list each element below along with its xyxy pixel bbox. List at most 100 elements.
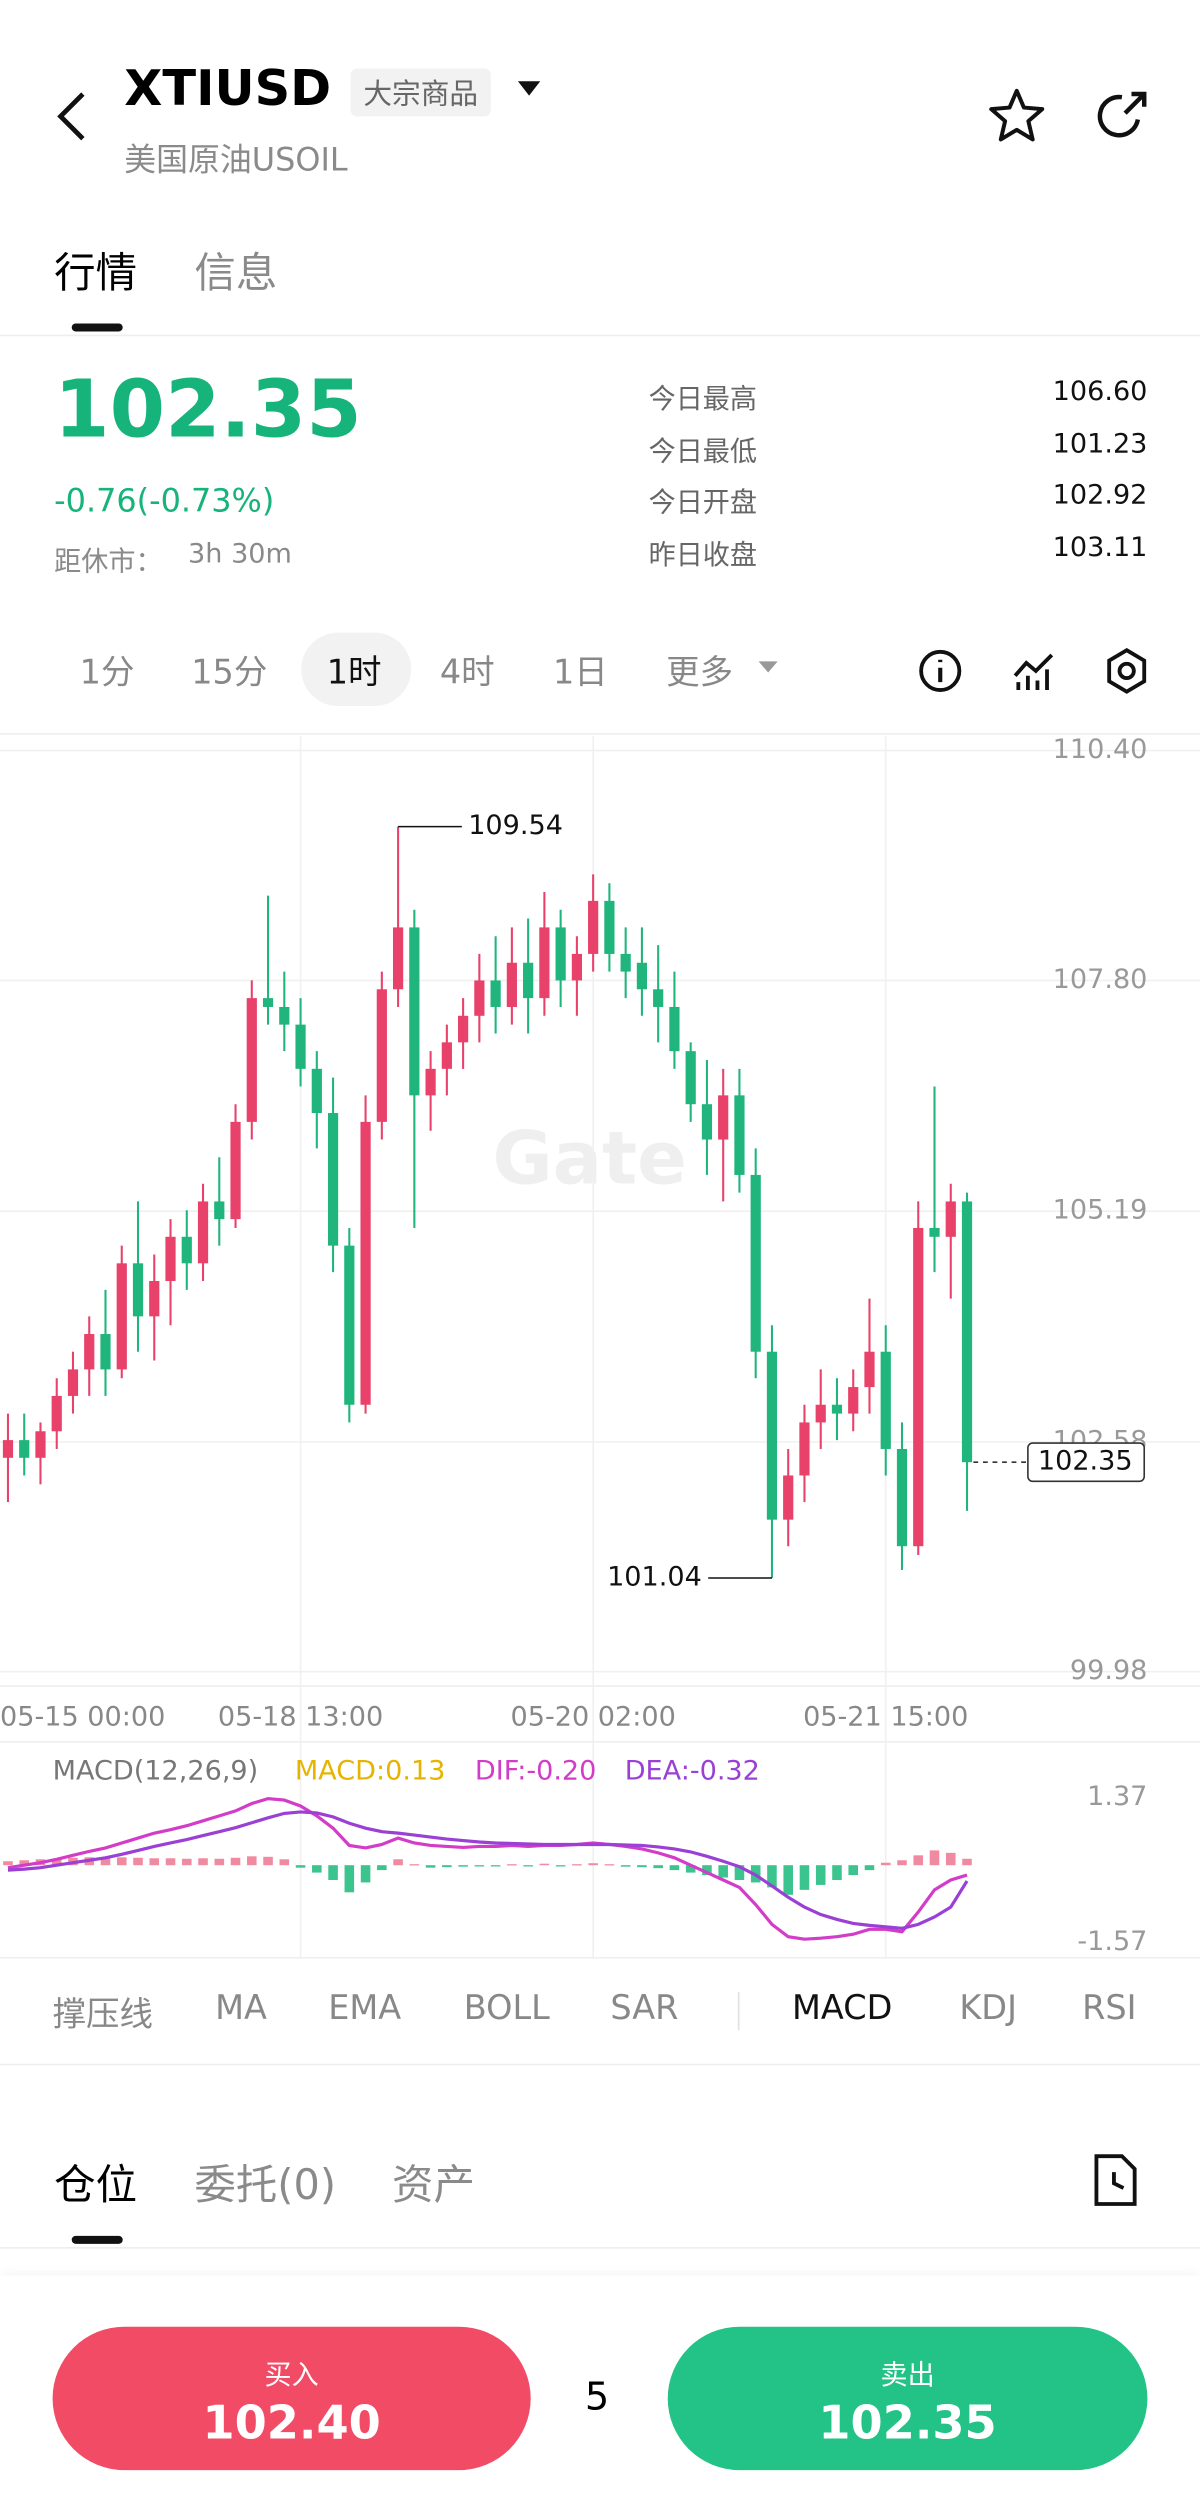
candle-body: [571, 953, 582, 981]
settings-button[interactable]: [1103, 645, 1151, 696]
macd-bar: [360, 1865, 371, 1883]
macd-bar: [555, 1865, 566, 1867]
macd-bar: [312, 1865, 322, 1873]
macd-bar: [474, 1865, 485, 1867]
divider: [0, 2247, 1200, 2249]
indicator[interactable]: 撑压线: [52, 1995, 153, 2034]
symbol: XTIUSD: [124, 60, 332, 118]
macd-bar: [214, 1858, 225, 1866]
candle-body: [523, 962, 534, 999]
macd-bar: [685, 1865, 696, 1873]
sell-label: 卖出: [880, 2360, 935, 2393]
interval[interactable]: 更多: [666, 653, 734, 692]
macd-bar: [734, 1865, 745, 1880]
last-price-box: [1027, 1442, 1146, 1483]
macd-bar: [458, 1865, 468, 1867]
macd-bar: [19, 1860, 30, 1866]
tab-position[interactable]: 仓位: [54, 2162, 138, 2211]
candle-body: [409, 927, 420, 1096]
macd-bar: [295, 1865, 306, 1868]
stat-label: 今日最高: [648, 384, 757, 416]
indicator[interactable]: RSI: [1082, 1988, 1137, 2028]
y-tick-label: 1.37: [1087, 1781, 1147, 1812]
candle-body: [392, 927, 404, 990]
divider: [0, 334, 1200, 337]
candle-body: [262, 998, 274, 1007]
candle-body: [311, 1068, 322, 1114]
macd-bar: [880, 1862, 891, 1866]
interval[interactable]: 4时: [439, 653, 495, 692]
macd-line: [7, 1796, 968, 1941]
candle-body: [783, 1475, 794, 1520]
macd-bar: [864, 1865, 875, 1871]
indicator-button[interactable]: [1010, 647, 1058, 695]
y-tick-label: 105.19: [1053, 1195, 1148, 1226]
tab-indicator: [71, 323, 123, 332]
indicator[interactable]: MACD: [792, 1988, 893, 2028]
macd-bar: [279, 1859, 290, 1866]
candle-body: [360, 1121, 371, 1405]
macd-bar: [815, 1865, 826, 1885]
macd-bar: [116, 1857, 127, 1866]
macd-bar: [393, 1859, 403, 1866]
info-button[interactable]: [916, 647, 964, 695]
indicator[interactable]: KDJ: [959, 1988, 1017, 2028]
candle-body: [913, 1227, 924, 1547]
category-tag[interactable]: 大宗商品: [350, 68, 491, 117]
x-tick-label: 05-18 13:00: [218, 1701, 383, 1732]
macd-bar: [653, 1865, 663, 1869]
macd-bar: [637, 1865, 647, 1868]
indicator[interactable]: SAR: [610, 1988, 679, 2028]
interval[interactable]: 1日: [552, 653, 608, 692]
tab-market[interactable]: 行情: [54, 250, 138, 299]
macd-bar: [718, 1865, 728, 1878]
stat-label: 今日开盘: [648, 487, 757, 520]
macd-bar: [783, 1865, 793, 1895]
macd-bar: [247, 1856, 257, 1866]
back-button[interactable]: [48, 88, 96, 145]
tab-info[interactable]: 信息: [194, 250, 278, 299]
buy-button[interactable]: 买入 102.40: [52, 2326, 531, 2471]
macd-line: [7, 1810, 969, 1930]
macd-bar: [897, 1860, 907, 1866]
dropdown-arrow[interactable]: [516, 80, 541, 99]
candle-body: [425, 1068, 436, 1096]
tab-orders[interactable]: 委托(0): [194, 2162, 337, 2211]
interval[interactable]: 1分: [79, 653, 135, 692]
more-arrow[interactable]: [757, 660, 779, 676]
candle-body: [19, 1440, 30, 1458]
candle-body: [2, 1440, 14, 1458]
macd-bar: [848, 1865, 859, 1876]
candle-body: [35, 1431, 46, 1458]
macd-bar: [409, 1864, 420, 1866]
candle-body: [815, 1404, 826, 1423]
interval[interactable]: 1时: [326, 653, 382, 692]
candle-body: [490, 980, 501, 1007]
tab-assets[interactable]: 资产: [392, 2162, 475, 2211]
quantity[interactable]: 5: [584, 2374, 610, 2420]
favorite-button[interactable]: [988, 88, 1045, 145]
sell-button[interactable]: 卖出 102.35: [667, 2326, 1148, 2471]
candle-body: [230, 1121, 241, 1220]
indicator[interactable]: EMA: [328, 1988, 402, 2028]
indicator[interactable]: BOLL: [463, 1988, 550, 2028]
candle-body: [636, 962, 648, 990]
share-button[interactable]: [1093, 88, 1150, 145]
history-button[interactable]: [1090, 2151, 1141, 2208]
divider: [0, 1956, 1200, 1959]
candle-body: [701, 1104, 713, 1140]
subtitle: 美国原油USOIL: [124, 140, 348, 179]
max-label: 109.54: [468, 810, 563, 841]
indicator[interactable]: MA: [215, 1988, 267, 2028]
interval-selected-bg: [301, 632, 412, 706]
x-tick-label: 05-21 15:00: [803, 1701, 968, 1732]
candle-body: [67, 1369, 79, 1396]
interval[interactable]: 15分: [191, 653, 268, 692]
candle-body: [961, 1201, 973, 1463]
candle-body: [149, 1280, 160, 1317]
macd-bar: [913, 1855, 924, 1866]
macd-bar: [442, 1865, 452, 1868]
candle-body: [132, 1263, 144, 1317]
y-tick-label: -1.57: [1077, 1926, 1147, 1957]
legend-entry: DEA:-0.32: [625, 1756, 760, 1787]
